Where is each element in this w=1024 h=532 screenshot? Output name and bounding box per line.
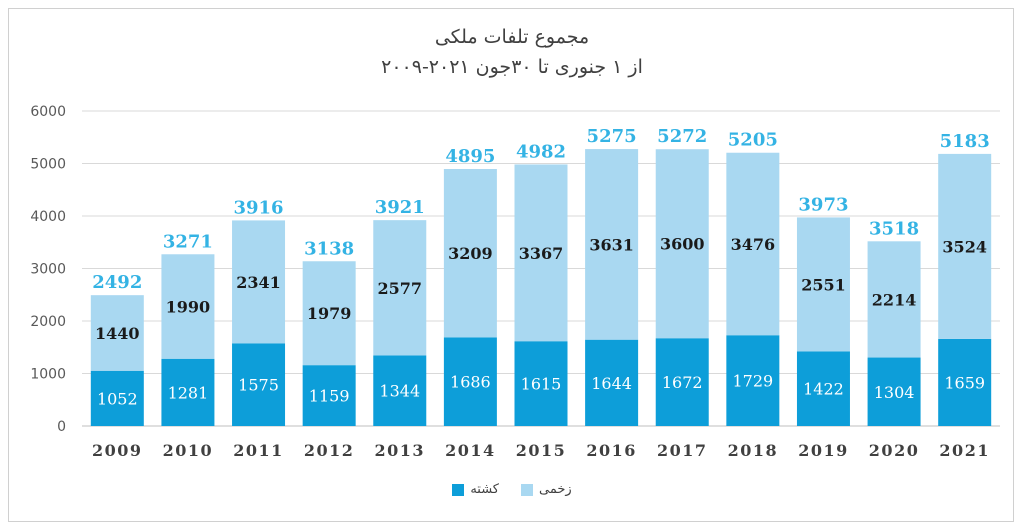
data-label-killed: 1422: [803, 380, 844, 399]
data-label-total: 3518: [869, 218, 919, 239]
data-label-injured: 2214: [872, 290, 917, 309]
bar-killed: [90, 370, 144, 426]
x-tick-label: 2014: [445, 441, 496, 460]
bar-killed: [514, 341, 568, 426]
data-label-total: 4982: [516, 141, 566, 162]
data-label-total: 5205: [728, 130, 778, 151]
x-tick-label: 2021: [939, 441, 990, 460]
data-label-injured: 2577: [378, 279, 423, 298]
data-label-injured: 3631: [589, 235, 634, 254]
y-tick-label: 2000: [30, 314, 66, 330]
bar-killed: [655, 338, 709, 426]
bar-injured: [655, 149, 709, 339]
chart-title: مجموع تلفات ملکی: [434, 26, 590, 48]
data-label-killed: 1159: [309, 387, 350, 406]
y-tick-label: 1000: [30, 367, 66, 383]
y-tick-label: 4000: [30, 209, 66, 225]
data-label-injured: 3367: [519, 244, 564, 263]
data-label-killed: 1344: [379, 382, 420, 401]
data-label-injured: 3476: [731, 235, 776, 254]
x-tick-label: 2020: [869, 441, 920, 460]
bar-killed: [867, 357, 921, 426]
x-tick-label: 2009: [92, 441, 143, 460]
legend: کشته زخمی: [0, 482, 1024, 497]
bar-injured: [585, 149, 639, 340]
bar-injured: [867, 241, 921, 358]
data-label-killed: 1644: [591, 374, 632, 393]
data-label-total: 5275: [587, 126, 637, 147]
x-tick-label: 2018: [728, 441, 779, 460]
x-tick-label: 2011: [233, 441, 284, 460]
data-label-total: 3973: [798, 194, 848, 215]
bar-injured: [232, 220, 286, 344]
legend-label-injured: زخمی: [539, 482, 572, 497]
data-label-total: 3271: [163, 231, 213, 252]
bar-killed: [373, 355, 427, 426]
bar-killed: [443, 337, 497, 426]
data-label-injured: 3209: [448, 244, 493, 263]
bar-killed: [726, 335, 780, 426]
bar-injured: [726, 152, 780, 336]
chart-subtitle: از ۱ جنوری تا ۳۰جون ۲۰۲۱-۲۰۰۹: [381, 56, 643, 78]
data-label-killed: 1729: [732, 372, 773, 391]
y-tick-label: 3000: [30, 262, 66, 278]
data-label-total: 2492: [92, 272, 142, 293]
x-tick-label: 2013: [375, 441, 426, 460]
bar-injured: [796, 217, 850, 352]
x-tick-label: 2019: [798, 441, 849, 460]
bar-killed: [585, 339, 639, 426]
bar-killed: [161, 358, 215, 426]
bar-killed: [938, 338, 992, 426]
bar-injured: [514, 164, 568, 342]
data-label-injured: 3600: [660, 235, 705, 254]
legend-item-killed: کشته: [452, 482, 499, 497]
data-label-killed: 1686: [450, 373, 491, 392]
bar-injured: [90, 295, 144, 371]
bar-injured: [373, 220, 427, 356]
data-label-injured: 3524: [942, 237, 987, 256]
y-tick-label: 5000: [30, 157, 66, 173]
bar-injured: [443, 169, 497, 338]
legend-swatch-injured: [521, 483, 533, 496]
x-tick-label: 2010: [163, 441, 214, 460]
data-label-total: 5183: [940, 131, 990, 152]
data-label-total: 4895: [445, 146, 495, 167]
data-label-total: 3138: [304, 238, 354, 259]
data-label-killed: 1659: [944, 373, 985, 392]
x-tick-label: 2017: [657, 441, 708, 460]
data-label-total: 3916: [233, 197, 283, 218]
bar-killed: [302, 365, 356, 426]
bar-killed: [232, 343, 286, 426]
data-label-killed: 1304: [874, 383, 915, 402]
data-label-injured: 1440: [95, 324, 140, 343]
y-tick-label: 6000: [30, 104, 66, 120]
data-label-total: 5272: [657, 126, 707, 147]
bar-injured: [302, 261, 356, 366]
data-label-injured: 2551: [801, 275, 846, 294]
data-label-killed: 1575: [238, 376, 279, 395]
data-label-killed: 1672: [662, 373, 703, 392]
x-tick-label: 2015: [516, 441, 567, 460]
bar-injured: [938, 153, 992, 339]
bar-killed: [796, 351, 850, 426]
legend-swatch-killed: [452, 483, 465, 496]
data-label-killed: 1281: [168, 383, 209, 402]
data-label-killed: 1052: [97, 389, 138, 408]
legend-label-killed: کشته: [470, 482, 499, 497]
data-label-injured: 1990: [166, 298, 211, 317]
legend-item-injured: زخمی: [521, 482, 572, 497]
x-tick-label: 2016: [586, 441, 637, 460]
x-tick-label: 2012: [304, 441, 355, 460]
y-tick-label: 0: [57, 419, 66, 435]
data-label-total: 3921: [375, 197, 425, 218]
data-label-injured: 1979: [307, 304, 352, 323]
data-label-killed: 1615: [521, 375, 562, 394]
data-label-injured: 2341: [236, 273, 281, 292]
bar-injured: [161, 254, 215, 359]
